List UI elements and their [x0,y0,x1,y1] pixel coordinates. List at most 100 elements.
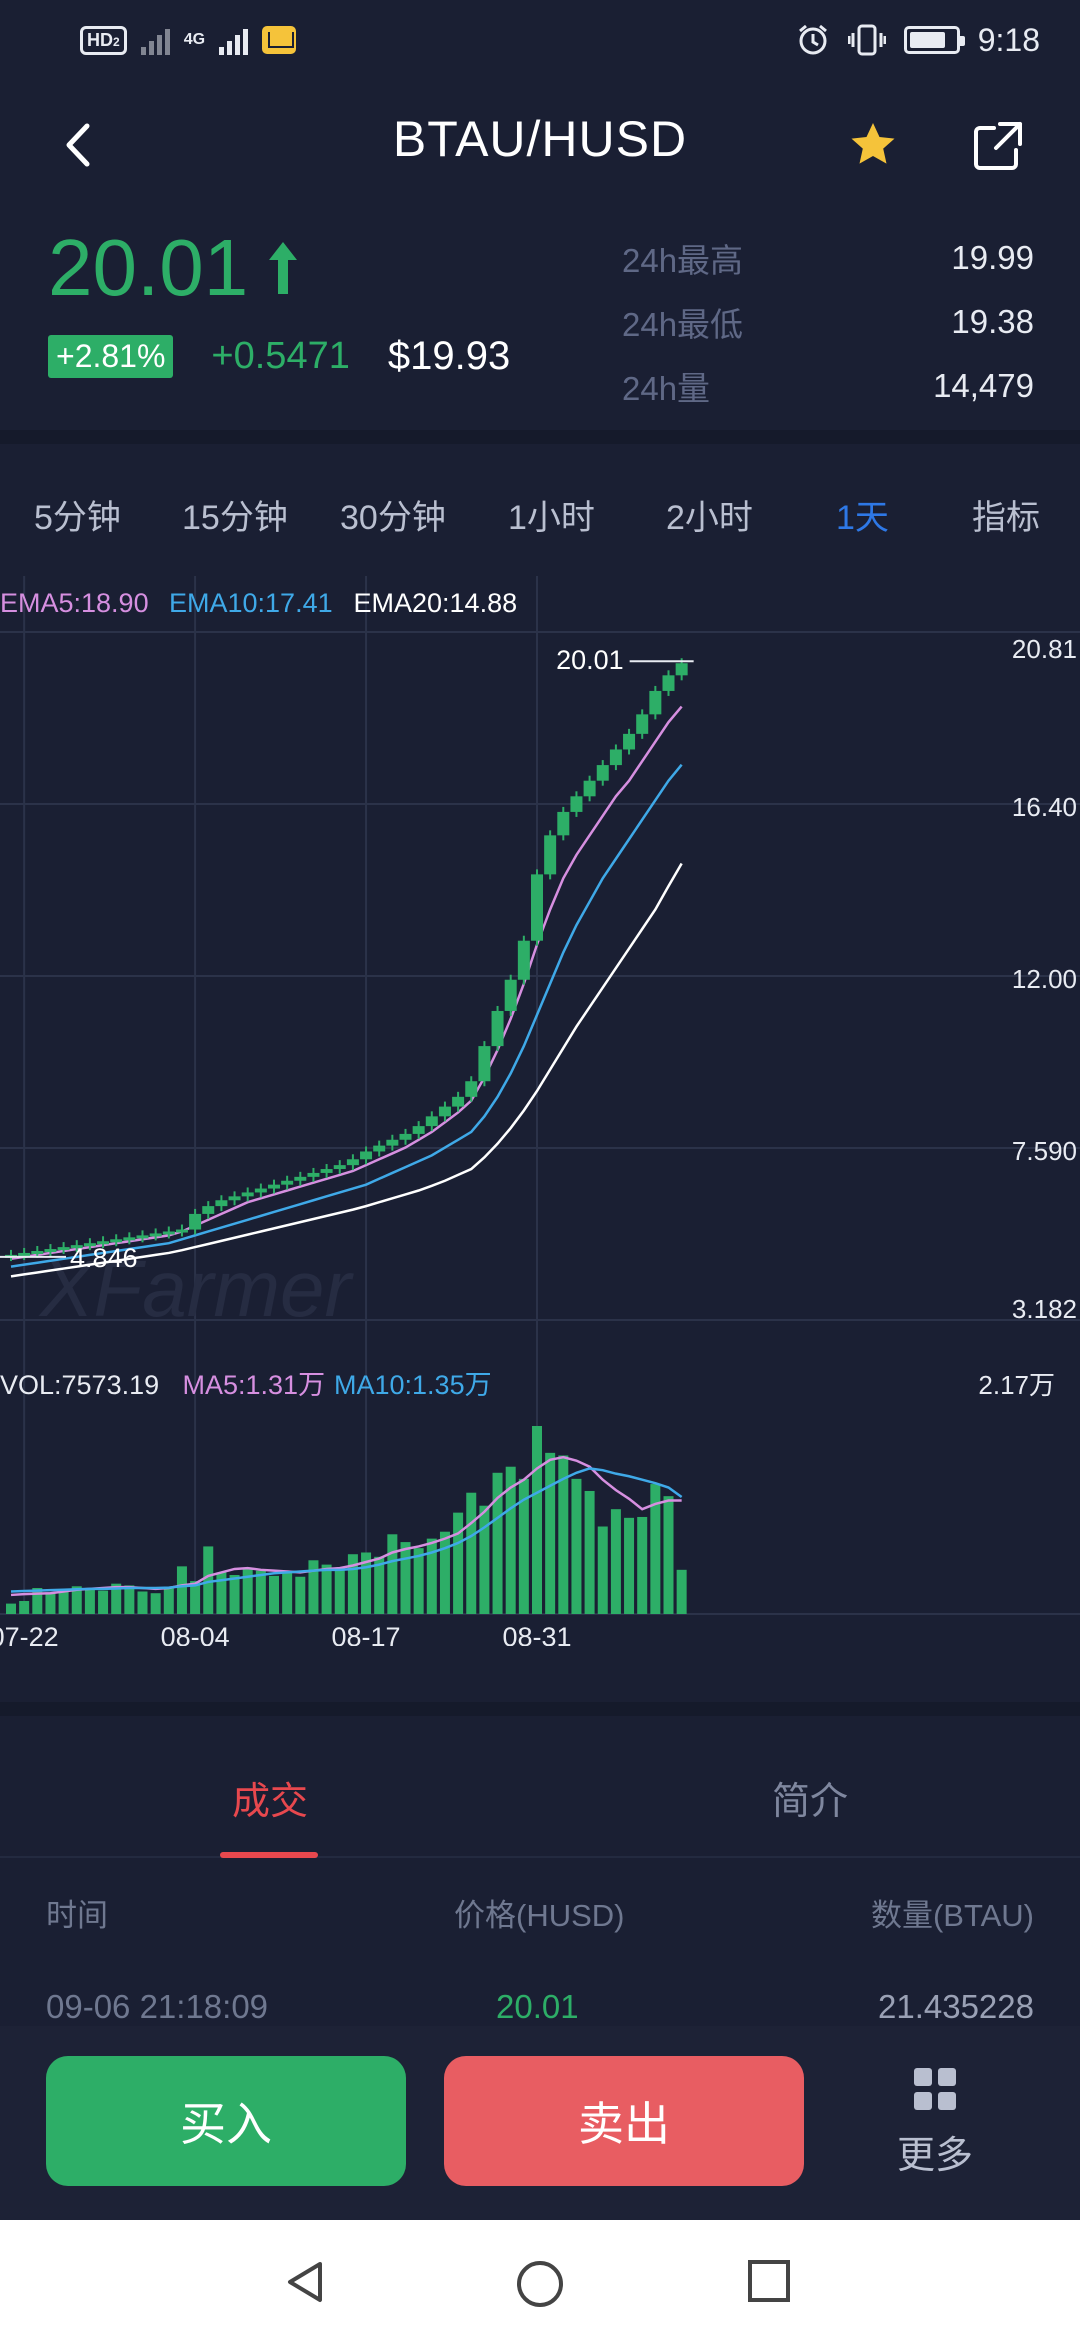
share-icon[interactable] [970,118,1026,174]
volume-bar [6,1603,16,1614]
stats-panel: 24h最高 19.99 24h最低 19.38 24h量 14,479 [622,226,1034,418]
volume-bar [255,1570,266,1614]
divider [0,430,1080,444]
volume-bar [282,1571,293,1614]
candle [425,1116,438,1127]
nav-recents-icon[interactable] [746,2258,792,2304]
tab-5m[interactable]: 5分钟 [34,499,121,537]
volume-bar [45,1592,56,1614]
candle [504,979,517,1011]
volume-bar [676,1569,687,1614]
divider [0,1702,1080,1716]
col-price: 价格(HUSD) [454,1898,625,1933]
tab-2h[interactable]: 2小时 [666,499,753,537]
y-tick-label: 7.590 [1012,1136,1077,1166]
volume-bar [466,1492,477,1614]
volume-bar [71,1586,82,1614]
pair-title: BTAU/HUSD [392,111,688,167]
nav-back-icon[interactable] [282,2258,330,2306]
clock: 9:18 [977,21,1040,58]
volume-bar [624,1517,635,1614]
candle [438,1106,451,1117]
volume-bar [492,1472,503,1614]
status-right: 9:18 [796,22,1040,59]
status-left: HD2 4G [80,25,297,55]
volume-bar [426,1538,437,1614]
favorite-star-icon[interactable] [848,120,898,170]
signal-icon-2 [219,25,249,55]
kline-chart[interactable]: 20.81 16.40 12.00 7.590 3.182 XFarmer EMA5:18.… [0,576,1080,1646]
more-button[interactable]: 更多 [880,2064,990,2184]
candle [97,1241,110,1245]
candle [202,1206,215,1214]
tab-1d[interactable]: 1天 [836,499,889,537]
sell-button[interactable]: 卖出 [444,2056,804,2186]
candle [18,1252,31,1256]
candle [346,1159,359,1166]
min-price-label: 4.846 [70,1243,138,1273]
y-tick-label: 16.40 [1012,792,1077,822]
volume-bar [637,1516,648,1614]
candle [373,1145,386,1152]
max-price-label: 20.01 [556,645,624,675]
volume-bar [413,1548,424,1614]
vol-legend-0: VOL:7573.19 [0,1370,159,1400]
volume-bar [374,1556,385,1614]
signal-icon [140,25,170,55]
vol-legend-2: MA10:1.35万 [334,1370,492,1400]
x-tick-label: 08-31 [502,1622,571,1646]
candle [675,663,688,676]
tab-indicators[interactable]: 指标 [972,499,1040,537]
volume-bar [439,1531,450,1614]
header: BTAU/HUSD [0,90,1080,200]
candle [44,1249,57,1253]
volume-bar [163,1587,174,1614]
candle [412,1126,425,1134]
volume-bar [663,1496,674,1614]
candle [320,1169,333,1173]
volume-bar [137,1591,148,1614]
candle [189,1213,202,1230]
tab-1h[interactable]: 1小时 [508,499,595,537]
candle [57,1247,70,1251]
stat-volume: 24h量 14,479 [622,367,1034,407]
trade-price: 20.01 [496,1988,579,2025]
candle [162,1231,175,1235]
candle [228,1196,241,1201]
tab-trades[interactable]: 成交 [232,1781,309,1823]
volume-bar [347,1554,358,1614]
candle [268,1184,280,1189]
buy-button[interactable]: 买入 [46,2056,406,2186]
trade-tabs: 成交 简介 [0,1716,1080,1858]
volume-bar [650,1484,661,1614]
price-change-row: +2.81% +0.5471 $19.93 [48,334,510,379]
ema-legend-1: EMA10:17.41 [169,588,333,618]
nav-home-icon[interactable] [514,2258,566,2310]
alarm-icon [798,24,827,55]
volume-bar [387,1534,398,1614]
volume-bar [84,1588,95,1614]
tab-15m[interactable]: 15分钟 [182,499,288,537]
x-tick-label: 08-04 [161,1622,230,1646]
action-bar: 买入 卖出 更多 [0,2026,1080,2220]
candle [399,1133,412,1140]
interval-tabs: 5分钟 15分钟 30分钟 1小时 2小时 1天 指标 [0,480,1080,546]
ema-legend-0: EMA5:18.90 [0,588,149,618]
last-price-value: 20.01 [48,223,249,312]
watermark: XFarmer [38,1244,354,1333]
y-tick-label: 3.182 [1012,1294,1077,1324]
kline-svg: 20.81 16.40 12.00 7.590 3.182 XFarmer EMA5:18.… [0,576,1080,1646]
tab-30m[interactable]: 30分钟 [340,499,446,537]
volume-bar [545,1452,556,1614]
volume-bar [400,1542,411,1614]
candle [623,733,636,750]
last-price: 20.01 [48,222,300,314]
volume-bar [518,1478,529,1614]
back-arrow-icon[interactable] [55,120,105,170]
volume-bar [558,1455,569,1614]
volume-bar [58,1589,69,1614]
hd-badge: HD2 [80,25,127,55]
candle [544,835,557,875]
vibrate-icon [847,24,886,56]
tab-intro[interactable]: 简介 [772,1781,849,1823]
